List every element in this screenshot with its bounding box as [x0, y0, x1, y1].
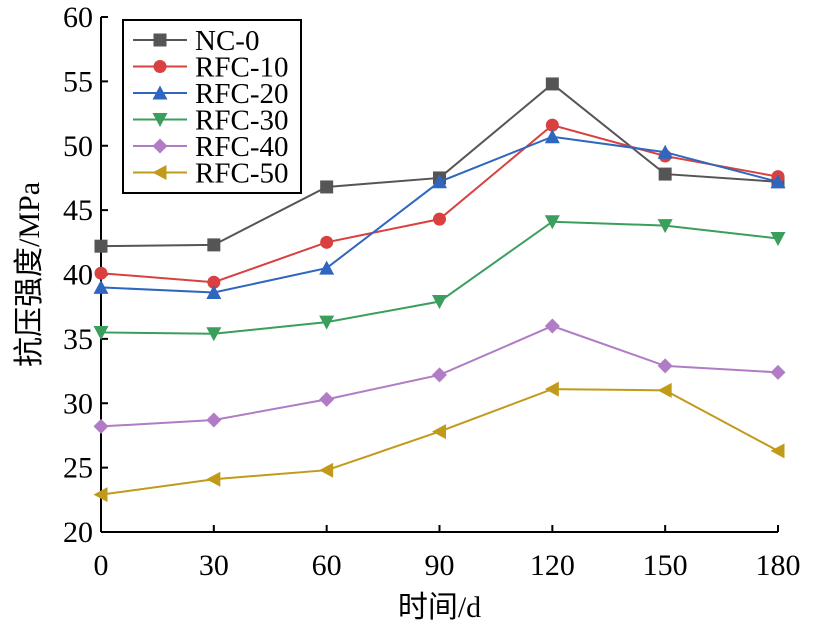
data-point [93, 279, 109, 294]
series-rfc-50 [93, 381, 785, 503]
legend-label: RFC-30 [195, 105, 288, 137]
y-tick-label: 25 [63, 452, 93, 485]
data-point [544, 215, 560, 230]
y-tick-label: 45 [63, 194, 93, 227]
data-point [544, 381, 559, 397]
legend-item: RFC-20 [133, 78, 288, 110]
legend-item: RFC-40 [133, 131, 288, 163]
data-point [206, 412, 222, 428]
x-tick-label: 0 [94, 549, 109, 582]
data-point [93, 487, 108, 503]
x-tick-label: 180 [756, 549, 801, 582]
legend-label: RFC-40 [195, 131, 288, 163]
legend-item: RFC-10 [133, 52, 288, 84]
data-point [94, 266, 108, 280]
data-point [545, 77, 559, 91]
data-point [544, 129, 560, 144]
data-point [657, 144, 673, 159]
x-axis-title: 时间/d [398, 591, 481, 624]
y-tick-label: 55 [63, 65, 93, 98]
data-point [432, 424, 446, 440]
x-tick-label: 90 [425, 549, 455, 582]
legend-label: RFC-50 [195, 158, 288, 190]
data-point [206, 285, 222, 300]
x-tick-label: 150 [643, 549, 688, 582]
data-point [770, 174, 786, 189]
y-tick-label: 40 [63, 259, 93, 292]
data-point [770, 443, 785, 459]
y-tick-label: 60 [63, 1, 93, 34]
series-line [100, 220, 779, 335]
legend-marker [153, 60, 167, 73]
data-point [207, 275, 221, 289]
series-line [100, 388, 779, 496]
legend-marker [153, 33, 167, 47]
legend-label: NC-0 [195, 25, 259, 57]
y-axis-title: 抗压强度/MPa [13, 182, 46, 367]
data-point [94, 239, 108, 253]
y-tick-label: 20 [63, 516, 93, 549]
legend-item: RFC-50 [133, 158, 288, 190]
data-point [206, 471, 221, 487]
x-tick-label: 120 [530, 549, 575, 582]
data-point [657, 382, 672, 398]
legend-item: RFC-30 [133, 105, 288, 137]
legend-marker [152, 138, 168, 154]
legend-marker [152, 113, 168, 127]
data-point [432, 174, 447, 189]
legend-label: RFC-20 [195, 78, 288, 110]
data-point [319, 462, 334, 478]
data-point [657, 358, 673, 374]
data-point [206, 327, 222, 342]
series-rfc-40 [93, 318, 786, 434]
data-point [320, 180, 334, 194]
legend-item: NC-0 [133, 25, 259, 57]
legend-label: RFC-10 [195, 52, 288, 84]
data-point [319, 391, 335, 407]
data-point [207, 238, 221, 252]
legend-marker [152, 165, 167, 180]
data-point [319, 315, 335, 330]
data-point [658, 167, 672, 181]
legend-marker [152, 85, 168, 100]
data-point [320, 235, 334, 249]
data-point [432, 295, 447, 310]
x-tick-label: 30 [199, 549, 229, 582]
series-rfc-30 [93, 215, 786, 342]
data-point [93, 418, 109, 434]
data-point [770, 231, 786, 246]
data-point [657, 219, 673, 234]
data-point [93, 325, 109, 340]
y-tick-label: 50 [63, 130, 93, 163]
data-point [544, 318, 560, 334]
series-rfc-20 [93, 129, 786, 300]
legend-box [122, 19, 302, 194]
y-tick-label: 35 [63, 323, 93, 356]
data-point [319, 260, 335, 275]
data-point [433, 212, 446, 226]
x-tick-label: 60 [312, 549, 342, 582]
data-point [545, 118, 559, 132]
y-tick-label: 30 [63, 387, 93, 420]
data-point [770, 364, 786, 380]
data-point [432, 367, 447, 383]
axes: 20 25 30 35 40 45 50 55 60 0 30 60 90 120 150 180 [63, 1, 801, 582]
